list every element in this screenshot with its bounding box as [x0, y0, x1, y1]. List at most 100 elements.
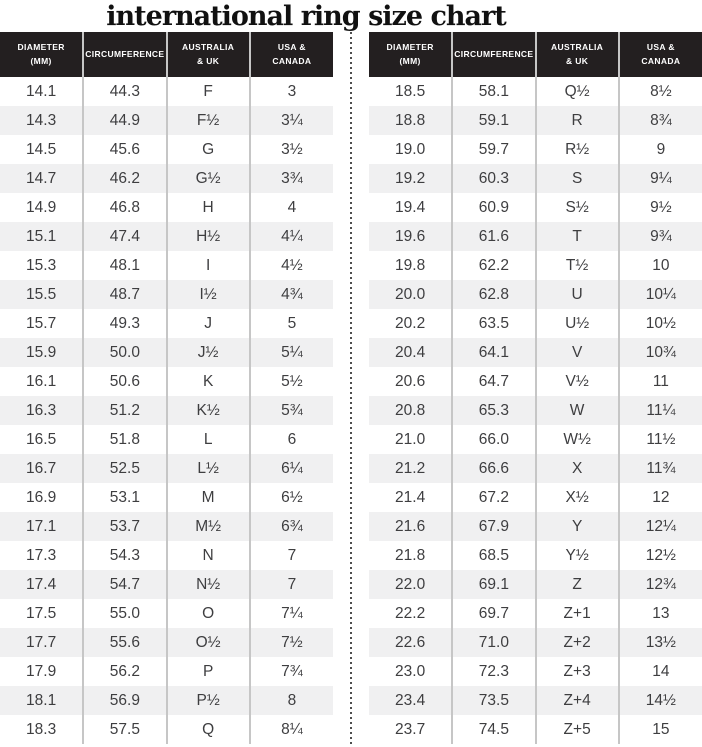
column-header: CIRCUMFERENCE — [451, 32, 536, 77]
title-band: international ring size chart — [0, 0, 612, 32]
table-cell: U½ — [534, 309, 619, 338]
table-cell: 21.8 — [395, 546, 426, 564]
table-cell: N½ — [165, 570, 250, 599]
table-cell: 13½ — [617, 628, 702, 657]
table-cell: 17.3 — [26, 546, 57, 564]
table-cell: 46.8 — [82, 193, 167, 222]
table-row: 16.7 52.5 L½ 6¼ — [0, 454, 333, 483]
table-cell: 12 — [617, 483, 702, 512]
table-cell: 12½ — [617, 541, 702, 570]
table-cell: 16.1 — [26, 372, 57, 390]
table-cell: 49.3 — [82, 309, 167, 338]
table-row: 20.8 65.3 W 11¼ — [369, 396, 702, 425]
table-cell: 11¼ — [617, 396, 702, 425]
table-row: 18.8 59.1 R 8¾ — [369, 106, 702, 135]
table-header: DIAMETER (mm) CIRCUMFERENCE AUSTRALIA & UK US… — [369, 32, 702, 77]
table-cell: X½ — [534, 483, 619, 512]
table-cell: 44.9 — [82, 106, 167, 135]
table-cell: 4¼ — [248, 222, 333, 251]
table-cell: 67.2 — [451, 483, 536, 512]
table-cell: 18.3 — [26, 720, 57, 738]
table-cell: 66.6 — [451, 454, 536, 483]
table-cell: V½ — [534, 367, 619, 396]
table-cell: 47.4 — [82, 222, 167, 251]
table-cell: M½ — [165, 512, 250, 541]
table-cell: I — [165, 251, 250, 280]
table-cell: 10¾ — [617, 338, 702, 367]
dotted-divider — [350, 32, 352, 747]
table-cell: 52.5 — [82, 454, 167, 483]
table-cell: O½ — [165, 628, 250, 657]
table-row: 18.5 58.1 Q½ 8½ — [369, 77, 702, 106]
table-cell: 16.9 — [26, 488, 57, 506]
table-cell: R½ — [534, 135, 619, 164]
table-cell: 19.0 — [395, 140, 426, 158]
table-cell: H½ — [165, 222, 250, 251]
table-row: 23.7 74.5 Z+5 15 — [369, 715, 702, 744]
table-row: 17.1 53.7 M½ 6¾ — [0, 512, 333, 541]
table-cell: 23.4 — [395, 691, 426, 709]
table-cell: 8¼ — [248, 715, 333, 744]
table-cell: 53.1 — [82, 483, 167, 512]
table-row: 19.0 59.7 R½ 9 — [369, 135, 702, 164]
table-cell: G½ — [165, 164, 250, 193]
table-cell: 6¼ — [248, 454, 333, 483]
table-cell: 5 — [248, 309, 333, 338]
table-cell: F — [165, 77, 250, 106]
table-row: 22.0 69.1 Z 12¾ — [369, 570, 702, 599]
table-cell: 15 — [617, 715, 702, 744]
ring-size-table-left: DIAMETER (mm) CIRCUMFERENCE AUSTRALIA & UK US… — [0, 32, 333, 744]
table-cell: 15.7 — [26, 314, 57, 332]
table-cell: 56.9 — [82, 686, 167, 715]
table-cell: 14.3 — [26, 111, 57, 129]
header-row: DIAMETER (mm) CIRCUMFERENCE AUSTRALIA & UK US… — [0, 32, 333, 77]
table-row: 16.5 51.8 L 6 — [0, 425, 333, 454]
table-cell: 14 — [617, 657, 702, 686]
table-cell: 18.1 — [26, 691, 57, 709]
table-cell: 17.4 — [26, 575, 57, 593]
table-cell: 59.1 — [451, 106, 536, 135]
table-cell: 64.1 — [451, 338, 536, 367]
table-cell: 60.3 — [451, 164, 536, 193]
table-cell: Z+2 — [534, 628, 619, 657]
ring-size-table-right: DIAMETER (mm) CIRCUMFERENCE AUSTRALIA & UK US… — [369, 32, 702, 744]
column-header: CIRCUMFERENCE — [82, 32, 167, 77]
table-row: 21.8 68.5 Y½ 12½ — [369, 541, 702, 570]
table-cell: 21.4 — [395, 488, 426, 506]
table-cell: 59.7 — [451, 135, 536, 164]
table-cell: 3½ — [248, 135, 333, 164]
table-cell: 19.2 — [395, 169, 426, 187]
table-row: 14.1 44.3 F 3 — [0, 77, 333, 106]
table-cell: M — [165, 483, 250, 512]
column-header: USA & CANADA — [248, 32, 333, 77]
page-title: international ring size chart — [106, 1, 506, 32]
table-cell: 3 — [248, 77, 333, 106]
table-cell: 67.9 — [451, 512, 536, 541]
table-cell: W — [534, 396, 619, 425]
table-cell: 8 — [248, 686, 333, 715]
table-cell: 23.7 — [395, 720, 426, 738]
table-row: 22.2 69.7 Z+1 13 — [369, 599, 702, 628]
table-cell: 51.2 — [82, 396, 167, 425]
table-cell: 74.5 — [451, 715, 536, 744]
table-cell: 15.9 — [26, 343, 57, 361]
table-cell: 53.7 — [82, 512, 167, 541]
table-cell: 20.4 — [395, 343, 426, 361]
table-cell: 62.8 — [451, 280, 536, 309]
table-cell: K½ — [165, 396, 250, 425]
table-row: 19.6 61.6 T 9¾ — [369, 222, 702, 251]
table-cell: 50.6 — [82, 367, 167, 396]
table-cell: K — [165, 367, 250, 396]
table-cell: 58.1 — [451, 77, 536, 106]
table-row: 15.1 47.4 H½ 4¼ — [0, 222, 333, 251]
table-cell: H — [165, 193, 250, 222]
column-header: DIAMETER (mm) — [369, 32, 453, 77]
table-cell: 20.8 — [395, 401, 426, 419]
table-cell: Y — [534, 512, 619, 541]
table-cell: 14.5 — [26, 140, 57, 158]
table-cell: 16.5 — [26, 430, 57, 448]
table-cell: Z+3 — [534, 657, 619, 686]
table-cell: 13 — [617, 599, 702, 628]
table-row: 22.6 71.0 Z+2 13½ — [369, 628, 702, 657]
